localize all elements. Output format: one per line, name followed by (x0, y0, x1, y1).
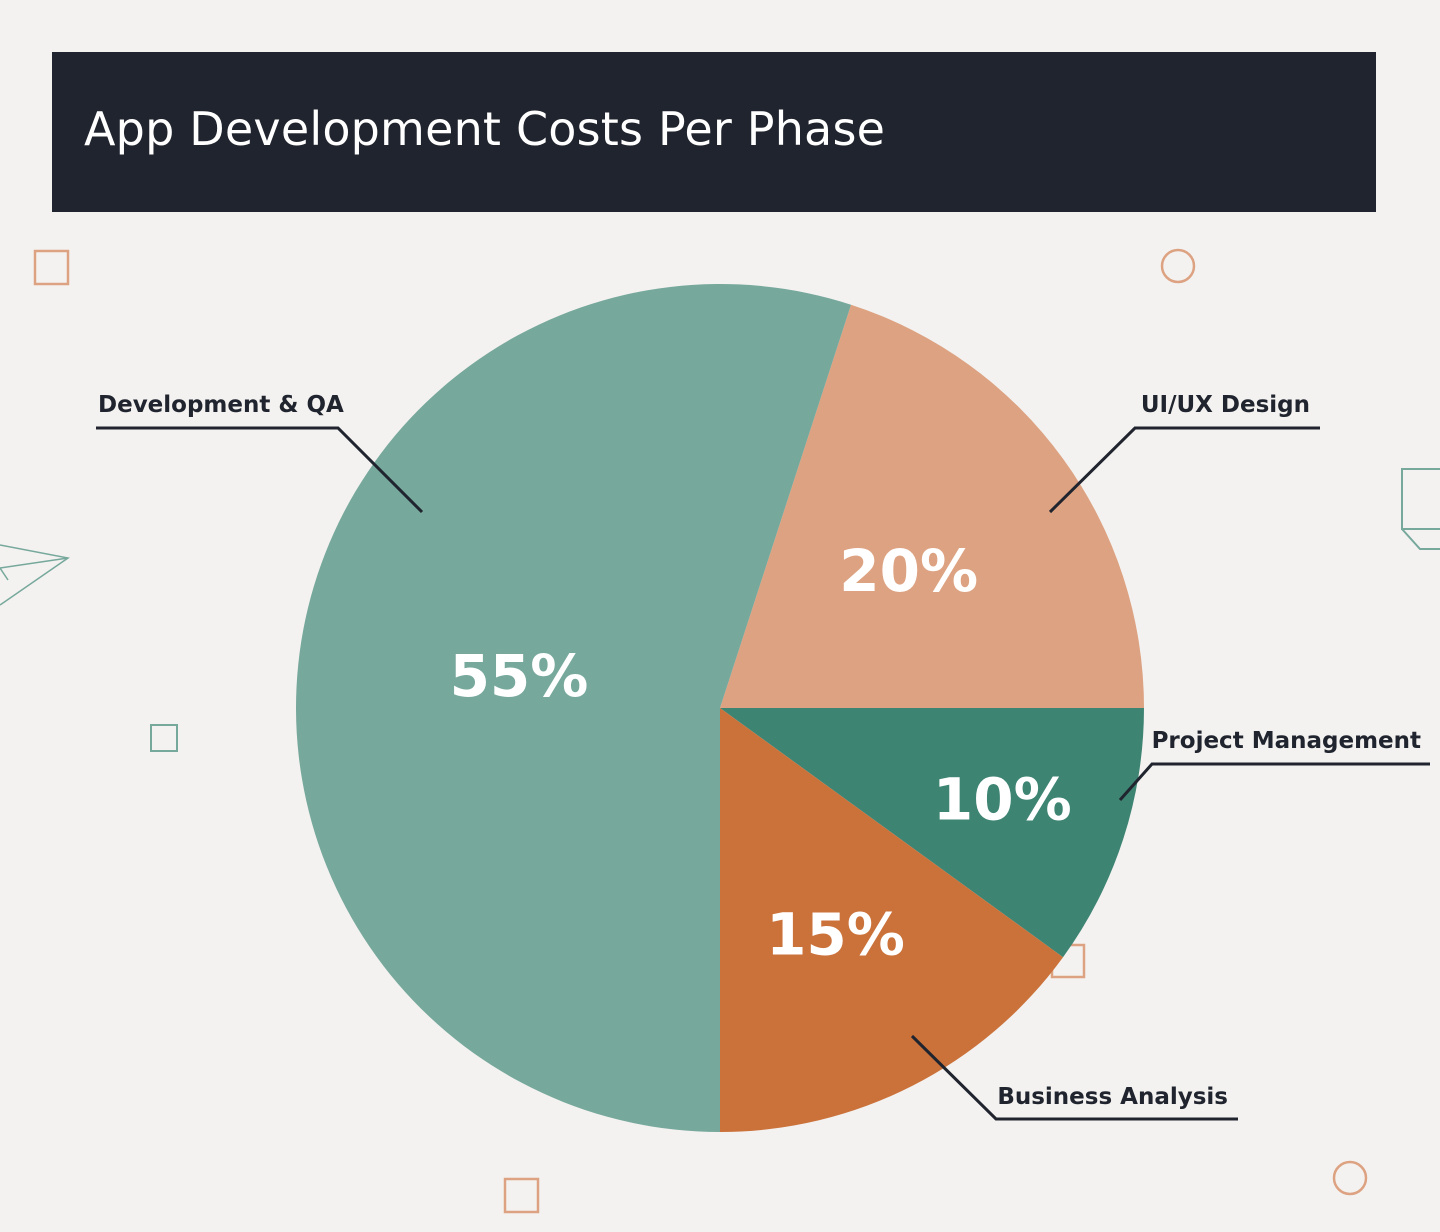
callout-line-development-and-qa (96, 426, 424, 514)
square-outline-icon (503, 1177, 540, 1214)
title-banner: App Development Costs Per Phase (52, 52, 1376, 212)
callout-label-project-management: Project Management (1152, 728, 1421, 754)
value-label-ui-ux-design: 20% (839, 537, 978, 605)
pie-slices (295, 284, 1144, 1133)
paper-plane-icon (0, 544, 70, 606)
circle-outline-icon (1160, 248, 1196, 284)
pie-value-labels: 20% 10% 15% 55% (450, 537, 1072, 969)
callout-line-business-analysis (910, 1034, 1238, 1121)
callout-line-ui-ux-design (1048, 426, 1320, 514)
cube-outline-icon (1401, 468, 1440, 550)
slice-ui-ux-design (720, 304, 1144, 708)
callout-label-ui-ux-design: UI/UX Design (1141, 392, 1310, 418)
value-label-business-analysis: 15% (766, 901, 905, 969)
slice-development-and-qa (295, 284, 852, 1133)
slice-project-management (720, 708, 1144, 958)
pie-callouts: UI/UX Design Project Management Business A… (96, 392, 1430, 1121)
value-label-development-and-qa: 55% (450, 642, 589, 710)
value-label-project-management: 10% (933, 766, 1072, 834)
chart-title: App Development Costs Per Phase (84, 102, 886, 156)
callout-label-business-analysis: Business Analysis (997, 1084, 1228, 1110)
square-outline-icon (150, 724, 178, 752)
slice-business-analysis (720, 708, 1064, 1132)
square-outline-icon (33, 249, 70, 286)
callout-label-development-and-qa: Development & QA (98, 392, 344, 418)
callout-line-project-management (1118, 762, 1430, 801)
circle-outline-icon (1332, 1160, 1368, 1196)
